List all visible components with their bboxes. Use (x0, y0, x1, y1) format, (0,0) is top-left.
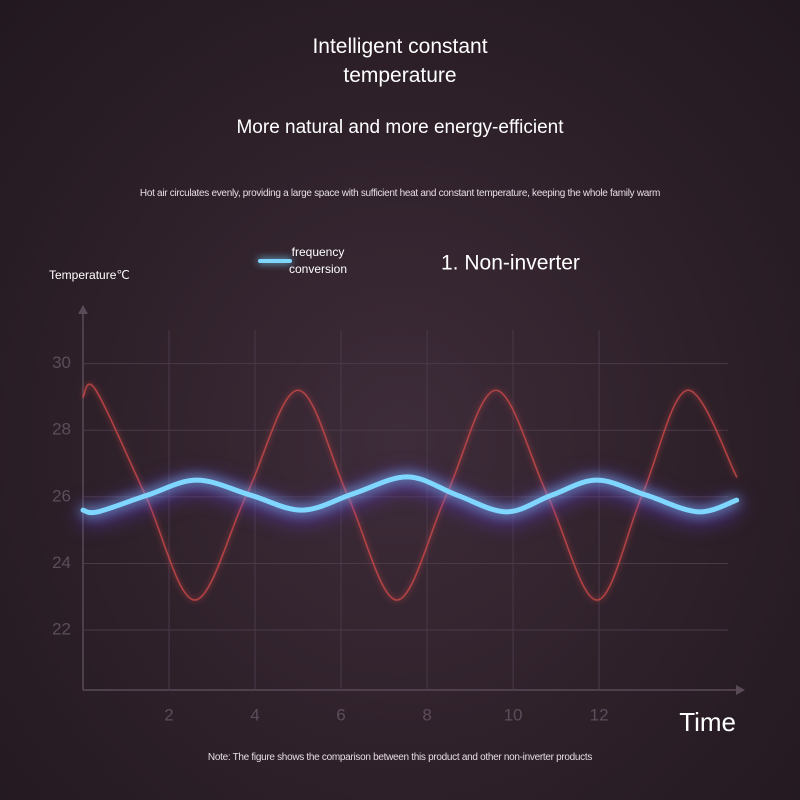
x-axis-label: Time (679, 707, 736, 737)
x-axis-arrow (736, 685, 745, 695)
y-tick-label: 24 (52, 553, 71, 572)
y-axis-arrow (78, 305, 88, 314)
x-tick-label: 10 (504, 705, 523, 724)
x-tick-label: 12 (590, 705, 609, 724)
series-line (80, 474, 740, 516)
subtitle: More natural and more energy-efficient (236, 117, 564, 138)
x-tick-label: 4 (250, 705, 259, 724)
legend-label: 1. Non-inverter (441, 252, 580, 275)
x-tick-label: 2 (164, 705, 173, 724)
y-tick-label: 22 (52, 620, 71, 639)
note: Note: The figure shows the comparison be… (207, 752, 593, 763)
title: Intelligent constant temperature (312, 35, 488, 87)
x-tick-label: 8 (422, 705, 431, 724)
y-axis-label: Temperature℃ (49, 268, 130, 282)
series-line (82, 383, 738, 601)
y-tick-label: 28 (52, 420, 71, 439)
x-tick-label: 6 (336, 705, 345, 724)
y-tick-label: 26 (52, 486, 71, 505)
y-tick-label: 30 (52, 353, 71, 372)
description: Hot air circulates evenly, providing a l… (139, 188, 661, 199)
legend-box: frequency conversion (288, 245, 348, 276)
legend-label: frequency conversion (288, 245, 348, 276)
